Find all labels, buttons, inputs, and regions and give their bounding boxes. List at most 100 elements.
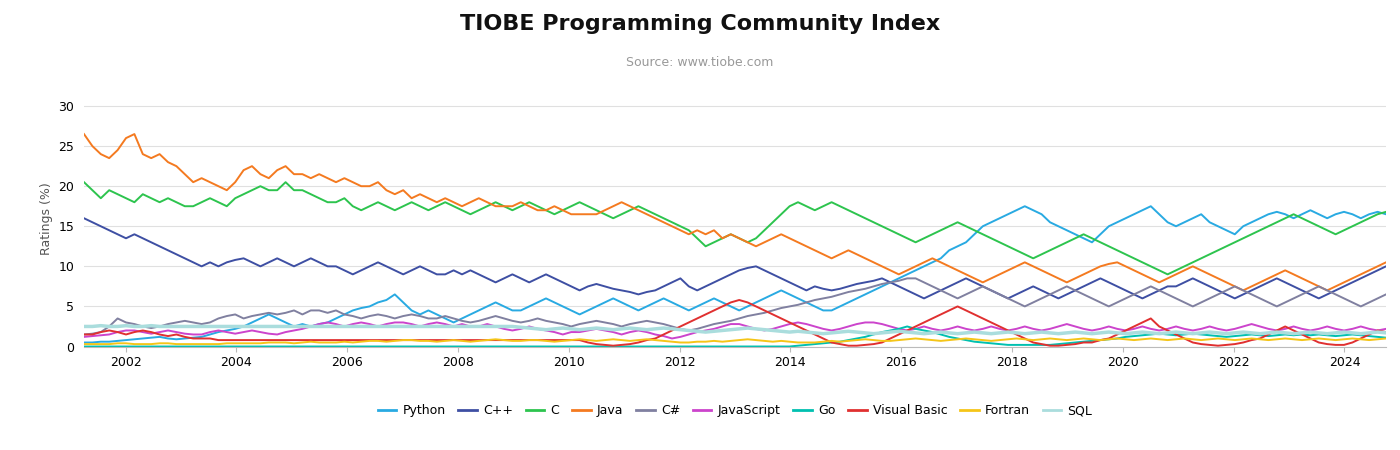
Fortran bbox=[983, 338, 1000, 344]
Java bbox=[403, 195, 420, 201]
Fortran bbox=[848, 338, 865, 343]
Visual Basic bbox=[731, 297, 748, 303]
Go bbox=[899, 324, 916, 329]
C bbox=[1159, 272, 1176, 277]
Fortran bbox=[1378, 336, 1394, 341]
Visual Basic bbox=[1378, 329, 1394, 335]
Python bbox=[848, 296, 865, 301]
Visual Basic bbox=[622, 342, 638, 347]
Fortran bbox=[403, 338, 420, 343]
Python bbox=[1016, 203, 1033, 209]
C bbox=[974, 232, 991, 237]
Visual Basic bbox=[1142, 316, 1159, 321]
Visual Basic bbox=[605, 343, 622, 348]
Line: C: C bbox=[84, 182, 1386, 274]
JavaScript bbox=[571, 329, 588, 335]
Fortran bbox=[76, 342, 92, 347]
C# bbox=[76, 332, 92, 337]
C# bbox=[899, 276, 916, 281]
SQL bbox=[991, 330, 1008, 336]
Python bbox=[1378, 212, 1394, 217]
Go bbox=[848, 336, 865, 341]
C bbox=[403, 199, 420, 205]
C# bbox=[848, 288, 865, 293]
SQL bbox=[1378, 330, 1394, 336]
Java bbox=[848, 252, 865, 257]
Line: Go: Go bbox=[84, 326, 1386, 346]
Visual Basic bbox=[403, 338, 420, 343]
Java bbox=[1126, 268, 1142, 273]
C bbox=[848, 212, 865, 217]
Fortran bbox=[907, 336, 924, 341]
JavaScript bbox=[664, 336, 680, 341]
Java bbox=[76, 131, 92, 137]
Go bbox=[1134, 333, 1151, 338]
Y-axis label: Ratings (%): Ratings (%) bbox=[39, 182, 53, 255]
Go bbox=[403, 344, 420, 349]
Python bbox=[403, 308, 420, 313]
Line: Java: Java bbox=[84, 134, 1386, 290]
Fortran bbox=[1134, 337, 1151, 342]
C++ bbox=[613, 288, 630, 293]
C# bbox=[1134, 288, 1151, 293]
C# bbox=[563, 324, 580, 329]
Python bbox=[613, 300, 630, 305]
Java bbox=[563, 212, 580, 217]
Visual Basic bbox=[991, 324, 1008, 329]
C++ bbox=[1378, 264, 1394, 269]
C# bbox=[613, 324, 630, 329]
Line: Fortran: Fortran bbox=[84, 338, 1386, 344]
SQL bbox=[92, 323, 109, 328]
Fortran bbox=[563, 338, 580, 343]
C++ bbox=[563, 284, 580, 289]
JavaScript bbox=[865, 320, 882, 325]
Fortran bbox=[613, 338, 630, 343]
JavaScript bbox=[991, 326, 1008, 332]
SQL bbox=[815, 331, 832, 337]
Python bbox=[563, 308, 580, 313]
Line: C#: C# bbox=[84, 279, 1386, 334]
Line: JavaScript: JavaScript bbox=[84, 323, 1386, 338]
Text: Source: www.tiobe.com: Source: www.tiobe.com bbox=[626, 56, 774, 69]
SQL bbox=[865, 331, 882, 337]
SQL bbox=[76, 324, 92, 329]
Visual Basic bbox=[76, 332, 92, 337]
Line: C++: C++ bbox=[84, 218, 1386, 298]
Legend: Python, C++, C, Java, C#, JavaScript, Go, Visual Basic, Fortran, SQL: Python, C++, C, Java, C#, JavaScript, Go… bbox=[372, 399, 1098, 423]
Java bbox=[613, 199, 630, 205]
JavaScript bbox=[622, 329, 638, 335]
C# bbox=[403, 312, 420, 317]
Go bbox=[613, 344, 630, 349]
Visual Basic bbox=[865, 342, 882, 347]
JavaScript bbox=[1142, 326, 1159, 332]
Java bbox=[1235, 288, 1252, 293]
Java bbox=[974, 279, 991, 285]
C# bbox=[1378, 292, 1394, 297]
C bbox=[76, 180, 92, 185]
JavaScript bbox=[76, 334, 92, 340]
SQL bbox=[622, 325, 638, 331]
Go bbox=[76, 344, 92, 349]
C++ bbox=[983, 288, 1000, 293]
Go bbox=[1378, 335, 1394, 340]
Python bbox=[974, 224, 991, 229]
Text: TIOBE Programming Community Index: TIOBE Programming Community Index bbox=[459, 14, 941, 33]
C bbox=[563, 203, 580, 209]
C++ bbox=[403, 268, 420, 273]
C bbox=[1378, 209, 1394, 215]
Line: Visual Basic: Visual Basic bbox=[84, 300, 1386, 346]
C++ bbox=[916, 296, 932, 301]
Go bbox=[983, 341, 1000, 346]
SQL bbox=[1142, 330, 1159, 336]
Python bbox=[76, 340, 92, 345]
Line: Python: Python bbox=[84, 206, 1386, 342]
Python bbox=[1134, 207, 1151, 213]
C++ bbox=[76, 216, 92, 221]
SQL bbox=[571, 327, 588, 333]
Go bbox=[563, 344, 580, 349]
C++ bbox=[848, 281, 865, 287]
C++ bbox=[1134, 296, 1151, 301]
C bbox=[1126, 256, 1142, 261]
JavaScript bbox=[412, 324, 428, 329]
C# bbox=[983, 288, 1000, 293]
